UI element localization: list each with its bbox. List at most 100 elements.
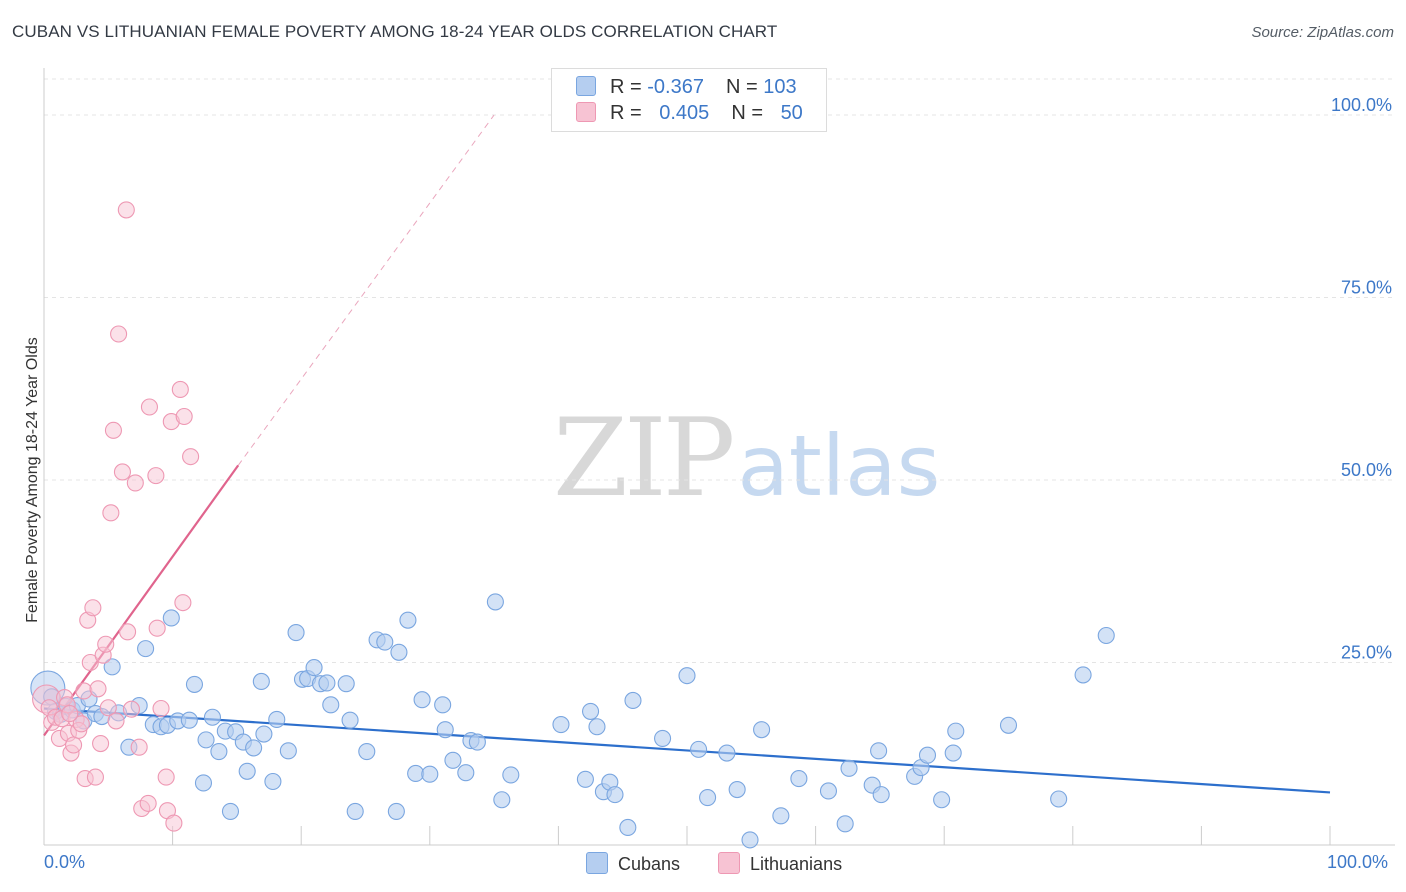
cuban-point xyxy=(468,733,486,751)
cuban-point xyxy=(457,764,475,782)
cuban-point xyxy=(252,672,270,691)
legend-r-label-lith: R = xyxy=(610,102,642,124)
cuban-point xyxy=(103,658,121,676)
lithuanian-point xyxy=(84,599,102,617)
lithuanian-point xyxy=(107,712,125,730)
cuban-point xyxy=(162,609,180,627)
cuban-point xyxy=(346,802,364,820)
bottom-legend-lith-label: Lithuanians xyxy=(750,854,843,874)
cuban-point xyxy=(203,708,222,726)
cuban-point xyxy=(944,744,962,762)
cuban-point xyxy=(728,780,746,799)
lithuanian-point xyxy=(99,699,117,717)
cuban-point xyxy=(624,691,642,710)
cuban-point xyxy=(444,751,462,769)
lithuanian-point xyxy=(140,398,159,416)
cuban-point xyxy=(1097,626,1115,645)
cuban-point xyxy=(197,731,215,749)
y-axis-label: Female Poverty Among 18-24 Year Olds xyxy=(24,337,41,623)
lithuanians-trend-extension xyxy=(237,114,495,466)
cuban-point xyxy=(318,674,336,692)
lithuanian-point xyxy=(75,682,93,700)
legend-n-label-cubans: N = xyxy=(725,76,758,98)
bottom-lith-swatch xyxy=(718,852,740,874)
legend-r-label-cubans: R = xyxy=(610,76,642,98)
cuban-point xyxy=(287,624,305,642)
cuban-point xyxy=(185,675,204,693)
source-label: Source: ZipAtlas.com xyxy=(1251,24,1394,41)
lithuanians-points xyxy=(32,201,200,832)
lithuanian-point xyxy=(97,635,115,653)
cuban-point xyxy=(918,746,937,764)
lithuanian-point xyxy=(117,201,135,219)
lithuanian-point xyxy=(147,467,165,485)
lithuanians-swatch xyxy=(576,102,596,122)
watermark-atlas: atlas xyxy=(737,417,941,515)
cuban-point xyxy=(421,765,439,783)
cuban-point xyxy=(194,774,213,792)
cuban-point xyxy=(552,715,570,734)
correlation-legend: R = -0.367 N = 103 R = 0.405 N = 50 xyxy=(551,68,827,132)
y-tick-label-75: 75.0% xyxy=(1341,278,1392,298)
cuban-point xyxy=(870,742,888,760)
lithuanian-point xyxy=(130,738,148,756)
cuban-point xyxy=(699,788,717,807)
grid-lines xyxy=(44,78,1395,663)
cubans-points xyxy=(30,593,1115,849)
y-tick-label-100: 100.0% xyxy=(1331,95,1392,115)
cuban-point xyxy=(588,718,606,736)
cuban-point xyxy=(690,740,708,758)
watermark-zip: ZIP xyxy=(553,396,735,521)
lithuanian-point xyxy=(175,407,193,426)
lithuanian-point xyxy=(102,504,120,522)
y-tick-label-25: 25.0% xyxy=(1341,643,1392,663)
bottom-cubans-swatch xyxy=(586,852,608,874)
lithuanian-point xyxy=(157,768,175,786)
cuban-point xyxy=(436,721,454,739)
lithuanians-trend-line xyxy=(43,464,240,737)
lithuanian-point xyxy=(165,814,183,832)
lithuanian-point xyxy=(89,680,107,698)
cuban-point xyxy=(137,640,155,658)
legend-n-label-lith: N = xyxy=(731,102,763,124)
cuban-point xyxy=(606,786,624,804)
cuban-point xyxy=(581,702,600,720)
lithuanian-point xyxy=(92,734,110,753)
cuban-point xyxy=(718,744,736,762)
lithuanian-point xyxy=(152,699,170,718)
cuban-point xyxy=(836,815,854,833)
cuban-point xyxy=(753,721,771,739)
lithuanian-point xyxy=(86,768,104,786)
axes xyxy=(43,68,1395,846)
y-axis-label-box: Female Poverty Among 18-24 Year Olds xyxy=(18,160,48,800)
cuban-point xyxy=(493,791,511,809)
legend-n-value-lith: 50 xyxy=(780,102,803,124)
y-tick-label-50: 50.0% xyxy=(1341,460,1392,480)
lithuanian-point xyxy=(139,794,157,812)
chart-title: CUBAN VS LITHUANIAN FEMALE POVERTY AMONG… xyxy=(12,22,778,41)
cuban-point xyxy=(399,611,417,629)
cuban-point xyxy=(502,766,520,784)
cuban-point xyxy=(238,762,256,780)
cuban-point xyxy=(486,593,504,611)
cuban-point xyxy=(819,782,838,800)
cuban-point xyxy=(840,759,858,777)
cuban-point xyxy=(933,791,951,809)
cuban-point xyxy=(576,770,594,788)
legend-n-value-cubans: 103 xyxy=(763,76,797,98)
lithuanian-point xyxy=(113,463,131,481)
legend-row-cubans: R = -0.367 N = 103 xyxy=(576,76,797,100)
cuban-point xyxy=(654,729,672,747)
lithuanian-point xyxy=(122,700,140,718)
cuban-point xyxy=(434,696,452,714)
cubans-trend-line xyxy=(43,707,1331,794)
lithuanian-point xyxy=(148,619,166,637)
x-tick-label-right: 100.0% xyxy=(1327,852,1389,872)
cuban-point xyxy=(413,691,431,709)
cuban-point xyxy=(947,722,965,740)
watermark: ZIPatlas xyxy=(553,395,940,521)
cuban-point xyxy=(341,711,359,729)
cuban-point xyxy=(387,802,405,820)
cuban-point xyxy=(255,725,273,743)
lithuanian-point xyxy=(110,325,128,343)
